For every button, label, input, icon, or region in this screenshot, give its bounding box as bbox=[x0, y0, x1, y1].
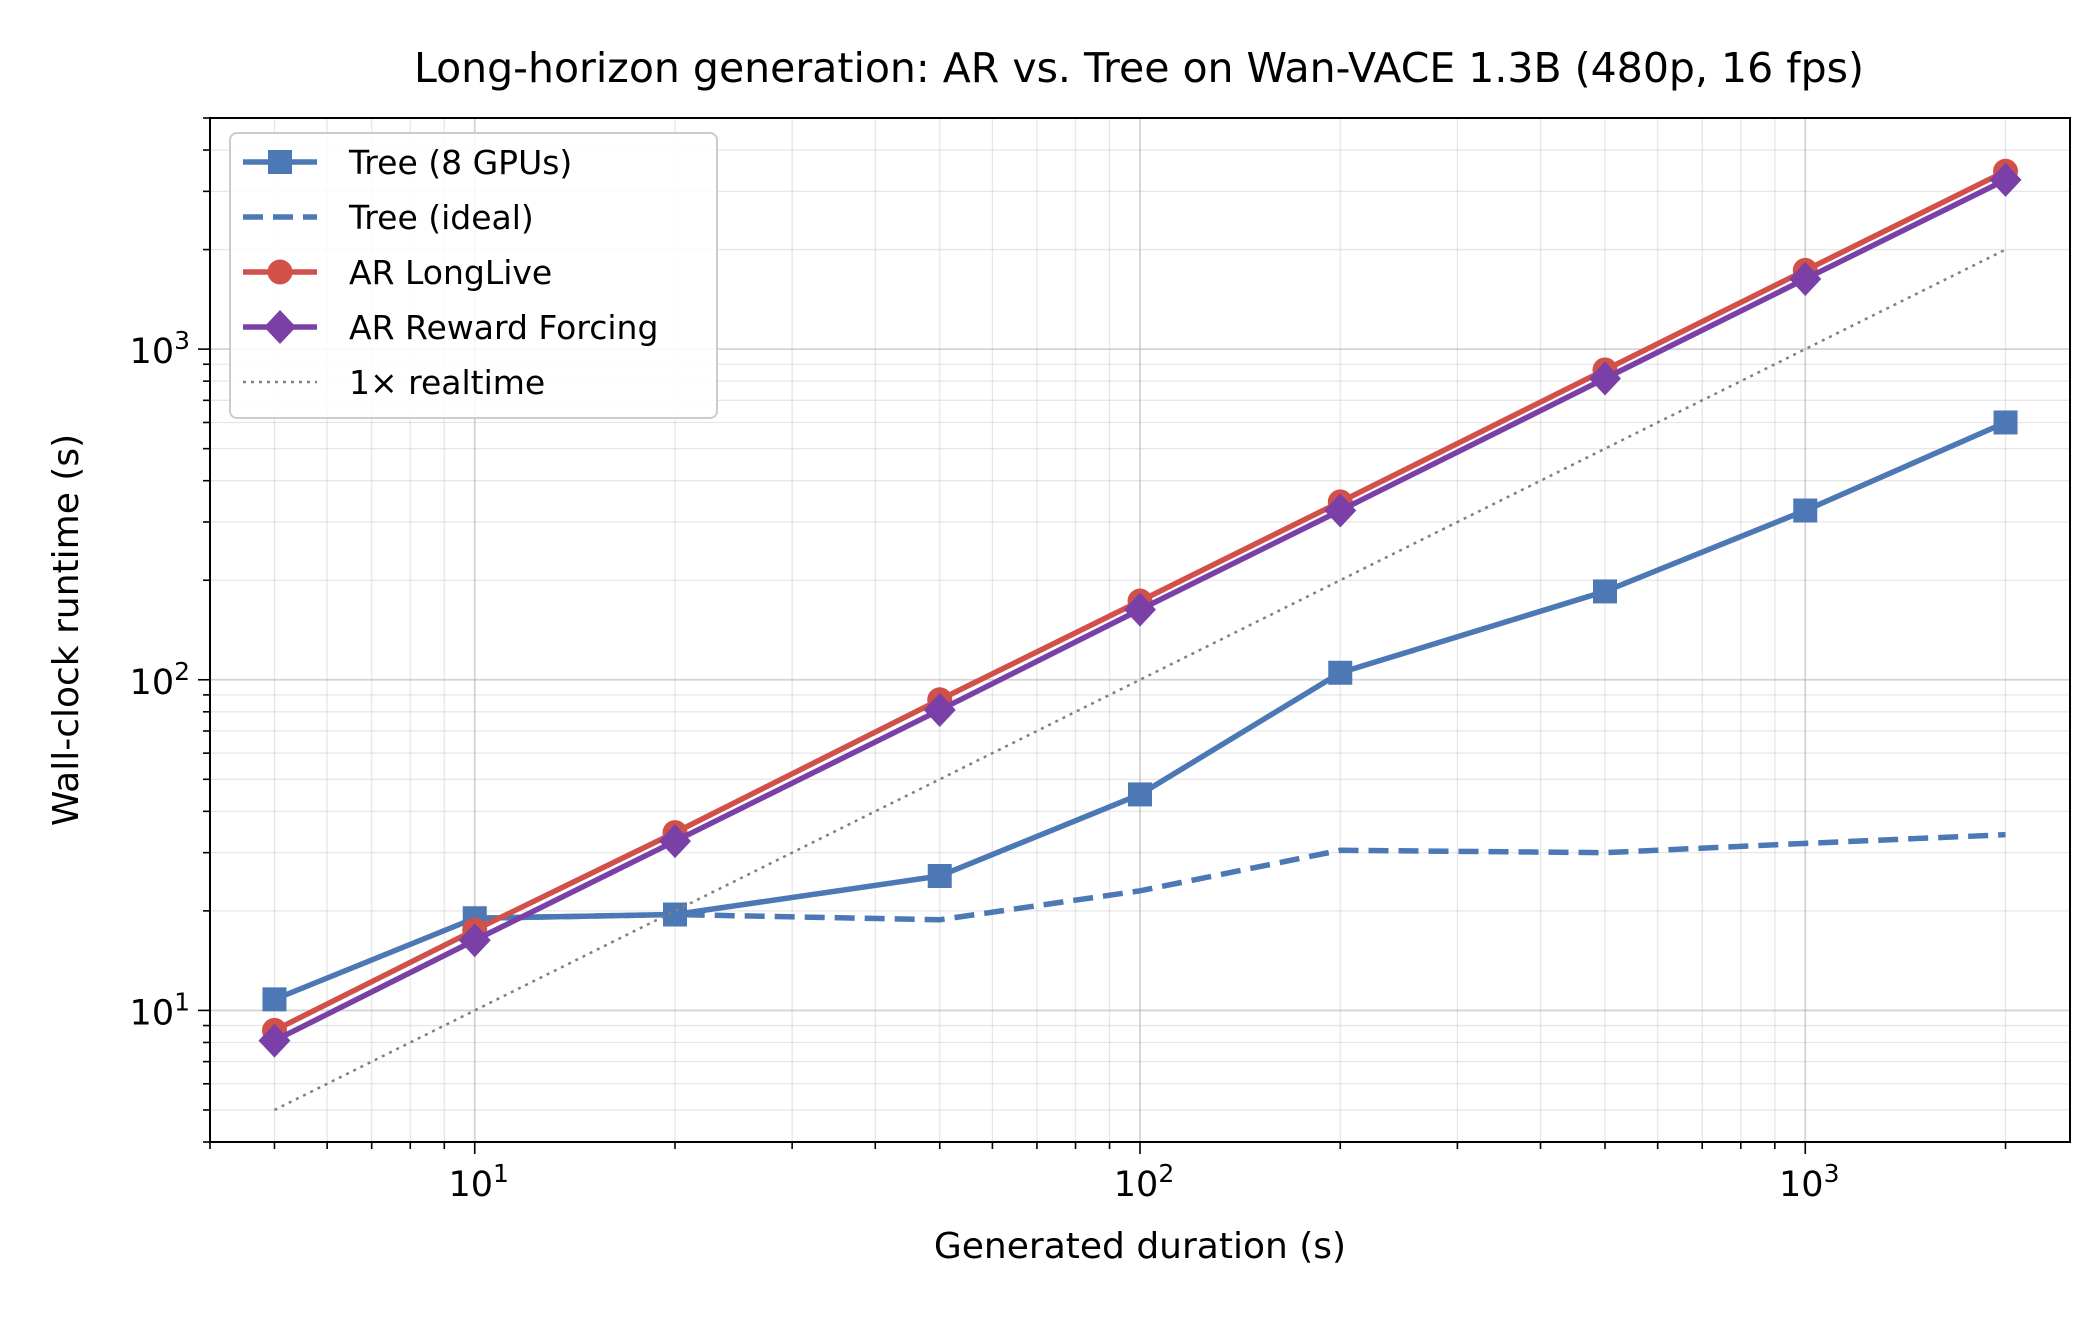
legend: Tree (8 GPUs) Tree (ideal) AR LongLive AR R… bbox=[229, 132, 718, 419]
data-point-ar-reward-forcing bbox=[923, 693, 956, 728]
data-point-ar-reward-forcing bbox=[1324, 493, 1357, 528]
data-point-ar-reward-forcing bbox=[1589, 361, 1621, 396]
x-tick-label: 102 bbox=[1114, 1159, 1174, 1205]
legend-label-ar-longlive: AR LongLive bbox=[349, 253, 552, 292]
legend-label-tree-ideal: Tree (ideal) bbox=[348, 198, 534, 237]
data-point-ar-reward-forcing bbox=[659, 824, 691, 859]
legend-marker-ar-longlive bbox=[267, 259, 293, 285]
series-layer bbox=[258, 158, 2022, 1112]
y-axis-label: Wall-clock runtime (s) bbox=[46, 434, 87, 826]
legend-label-ar-reward-forcing: AR Reward Forcing bbox=[349, 308, 658, 347]
legend-entry-ar-reward-forcing: AR Reward Forcing bbox=[243, 308, 658, 347]
legend-entry-tree-8-gpus: Tree (8 GPUs) bbox=[243, 143, 572, 182]
data-point-tree-8-gpus bbox=[1328, 660, 1353, 685]
data-point-tree-8-gpus bbox=[1793, 498, 1818, 523]
data-point-tree-8-gpus bbox=[1128, 782, 1152, 807]
chart-title: Long-horizon generation: AR vs. Tree on … bbox=[414, 44, 1864, 92]
series-tree-ideal bbox=[474, 831, 2006, 923]
x-tick-label: 103 bbox=[1779, 1159, 1839, 1205]
legend-label-1-realtime: 1× realtime bbox=[349, 363, 545, 402]
data-point-tree-8-gpus bbox=[1993, 410, 2018, 435]
series-line-1-realtime bbox=[273, 248, 2007, 1112]
data-point-ar-reward-forcing bbox=[1989, 162, 2022, 197]
y-tick-label: 103 bbox=[130, 326, 190, 372]
x-axis-label: Generated duration (s) bbox=[934, 1226, 1346, 1267]
legend-entry-1-realtime: 1× realtime bbox=[243, 363, 545, 402]
axis-ticks: 101 102 103 101 102 103 bbox=[130, 117, 2007, 1205]
legend-entry-ar-longlive: AR LongLive bbox=[243, 253, 552, 292]
data-point-ar-reward-forcing bbox=[1789, 261, 1822, 296]
legend-marker-tree-8-gpus bbox=[268, 150, 292, 174]
y-tick-label: 101 bbox=[130, 987, 190, 1033]
data-point-tree-8-gpus bbox=[1593, 579, 1617, 604]
data-point-tree-8-gpus bbox=[262, 987, 287, 1012]
data-point-tree-8-gpus bbox=[927, 863, 952, 888]
series-ar-reward-forcing bbox=[258, 162, 2022, 1058]
data-point-ar-reward-forcing bbox=[1124, 592, 1156, 627]
legend-box bbox=[229, 132, 718, 419]
legend-label-tree-8-gpus: Tree (8 GPUs) bbox=[348, 143, 572, 182]
series-line-tree-ideal bbox=[474, 831, 2006, 923]
legend-entry-tree-ideal: Tree (ideal) bbox=[243, 198, 534, 237]
series-1-realtime bbox=[273, 248, 2007, 1112]
legend-marker-ar-reward-forcing bbox=[264, 310, 296, 344]
y-tick-label: 102 bbox=[130, 657, 190, 703]
data-point-ar-reward-forcing bbox=[458, 923, 491, 958]
data-point-ar-reward-forcing bbox=[258, 1023, 291, 1058]
x-tick-label: 101 bbox=[449, 1159, 509, 1205]
